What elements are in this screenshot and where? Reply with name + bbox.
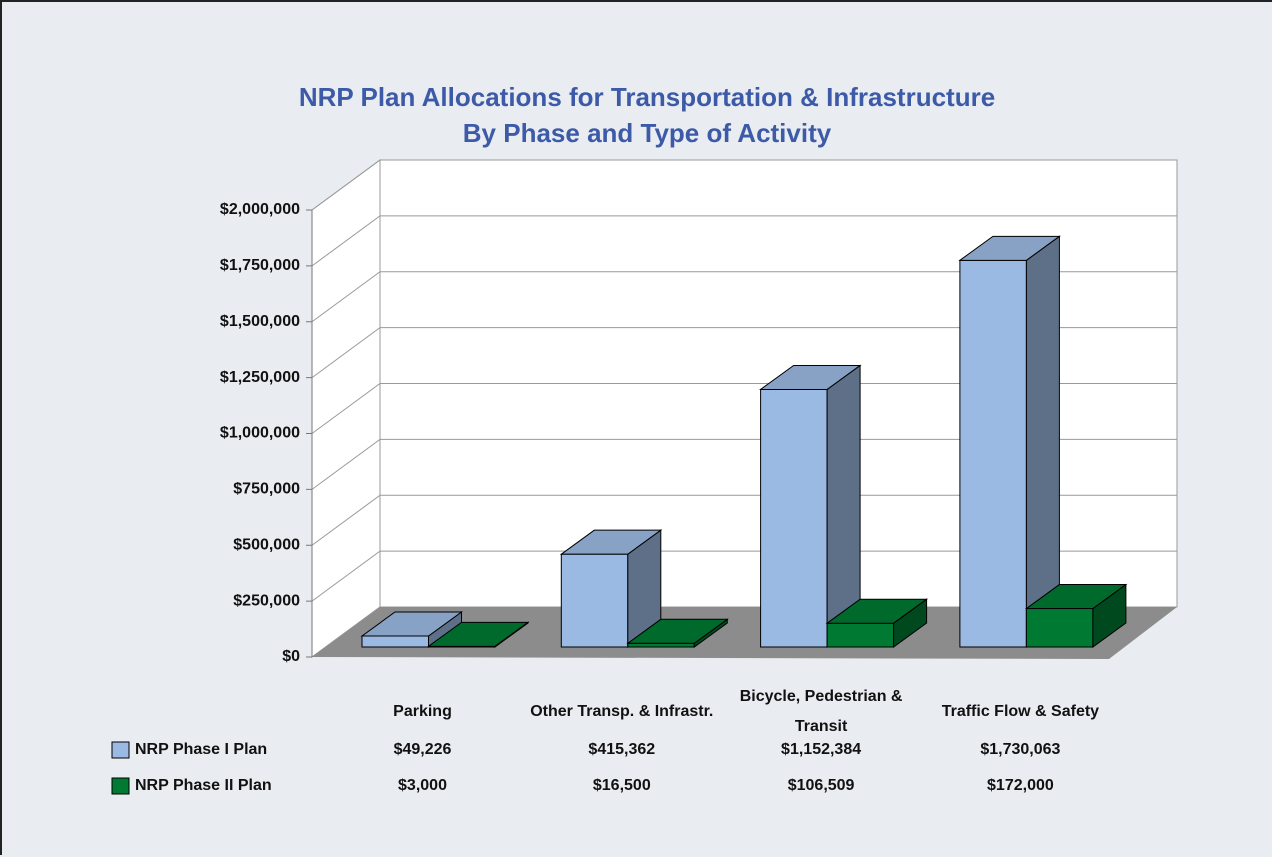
grid-line bbox=[311, 550, 1177, 602]
bar-front bbox=[627, 642, 695, 648]
chart-subtitle: By Phase and Type of Activity bbox=[463, 118, 832, 148]
data-table-value: $49,226 bbox=[394, 741, 452, 758]
legend-label: NRP Phase I Plan bbox=[135, 741, 267, 758]
bar-top bbox=[759, 364, 862, 390]
bar-front bbox=[361, 635, 429, 648]
y-tick-label: $1,250,000 bbox=[220, 369, 300, 386]
y-tick-label: $1,750,000 bbox=[220, 257, 300, 274]
y-tick-label: $1,500,000 bbox=[220, 313, 300, 330]
y-tick-label: $1,000,000 bbox=[220, 425, 300, 442]
bar-front bbox=[560, 553, 629, 648]
chart-title: NRP Plan Allocations for Transportation … bbox=[299, 82, 995, 112]
x-tick-label: Parking bbox=[393, 703, 452, 720]
data-table-value: $1,152,384 bbox=[781, 741, 861, 758]
grid-line bbox=[311, 159, 1177, 211]
legend-swatch bbox=[111, 777, 130, 795]
x-tick-label: Traffic Flow & Safety bbox=[941, 703, 1100, 720]
y-tick-label: $0 bbox=[282, 648, 300, 665]
legend-swatch bbox=[111, 741, 130, 759]
y-tick-label: $750,000 bbox=[233, 481, 300, 498]
data-table-value: $1,730,063 bbox=[980, 741, 1060, 758]
data-table-value: $172,000 bbox=[987, 777, 1054, 794]
data-table-value: $3,000 bbox=[398, 777, 447, 794]
bar-front bbox=[826, 622, 895, 648]
bar-top bbox=[626, 618, 729, 644]
bar-top bbox=[426, 621, 530, 647]
bar-top bbox=[360, 611, 464, 637]
data-table-value: $106,509 bbox=[788, 777, 855, 794]
x-tick-label: Other Transp. & Infrastr. bbox=[530, 703, 714, 720]
bar-side bbox=[1025, 235, 1060, 648]
y-tick-label: $500,000 bbox=[233, 536, 300, 553]
y-tick-label: $250,000 bbox=[233, 592, 300, 609]
legend-label: NRP Phase II Plan bbox=[135, 777, 272, 794]
bar-top bbox=[825, 598, 929, 624]
bar-top bbox=[958, 235, 1061, 261]
grid-line bbox=[311, 327, 1177, 379]
bar-front bbox=[760, 388, 828, 648]
bar-top bbox=[1024, 584, 1128, 610]
bar-front bbox=[1025, 608, 1094, 648]
grid-line bbox=[311, 494, 1177, 546]
grid-line bbox=[311, 438, 1177, 490]
bar-top bbox=[559, 529, 663, 555]
data-table-value: $415,362 bbox=[588, 741, 655, 758]
grid-line bbox=[311, 271, 1177, 323]
x-tick-label: Bicycle, Pedestrian & Transit bbox=[739, 688, 903, 735]
data-table-value: $16,500 bbox=[593, 777, 651, 794]
grid-line bbox=[311, 383, 1177, 434]
y-tick-label: $2,000,000 bbox=[220, 201, 300, 218]
grid-line bbox=[311, 215, 1177, 267]
bar-front bbox=[959, 259, 1027, 648]
